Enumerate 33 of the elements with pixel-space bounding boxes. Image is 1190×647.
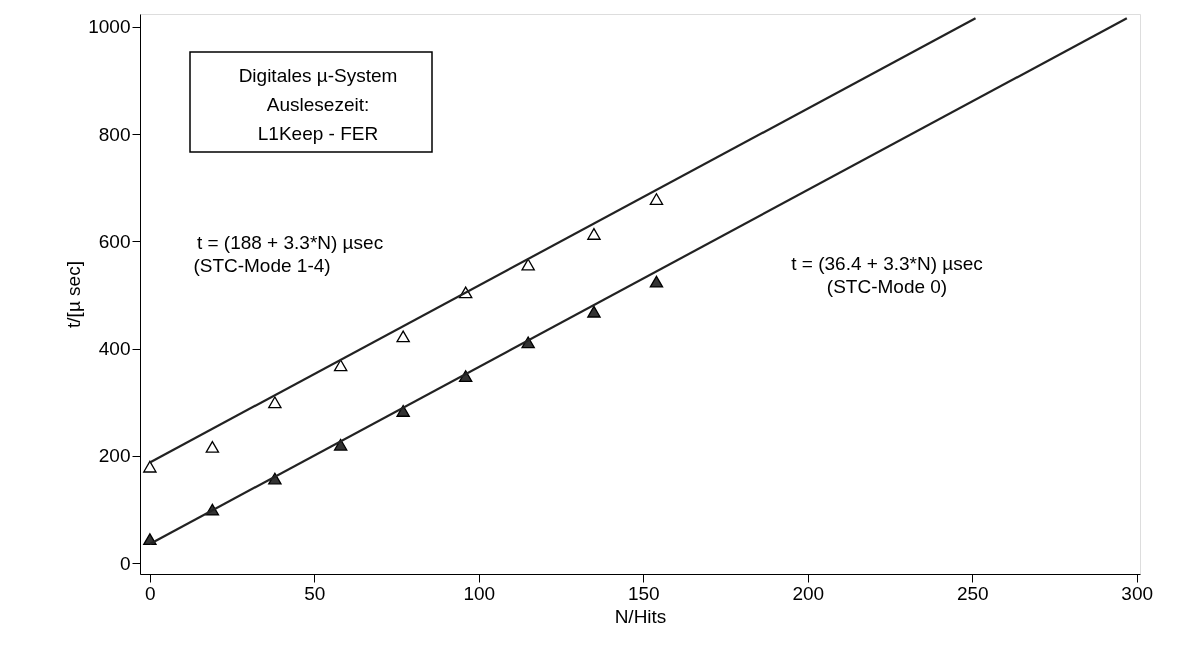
annotation: t = (188 + 3.3*N) µsec <box>196 232 384 253</box>
point <box>268 396 282 409</box>
y-tick-label: 200 <box>98 445 131 467</box>
point <box>396 404 410 417</box>
y-tick-label: 400 <box>98 338 131 360</box>
point <box>396 330 410 343</box>
point <box>649 275 664 288</box>
y-tick-label: 1000 <box>88 16 131 38</box>
x-tick-label: 0 <box>145 582 156 604</box>
point <box>333 359 348 372</box>
annotation: Auslesezeit: <box>266 94 370 115</box>
y-tick-label: 800 <box>98 123 131 145</box>
x-tick-label: 200 <box>792 582 825 604</box>
annotation: t = (36.4 + 3.3*N) µsec <box>791 253 983 274</box>
point <box>143 460 157 473</box>
point <box>205 440 220 453</box>
y-tick-label: 0 <box>119 552 131 574</box>
x-tick-label: 100 <box>463 582 496 604</box>
annotation: L1Keep - FER <box>257 123 379 144</box>
annotation: (STC-Mode 1-4) <box>193 255 331 276</box>
point <box>649 193 664 206</box>
x-tick-label: 150 <box>627 582 660 604</box>
x-tick-label: 250 <box>956 582 989 604</box>
point <box>521 258 535 271</box>
x-axis-title: N/Hits <box>614 605 667 627</box>
x-tick-label: 50 <box>304 582 326 604</box>
point <box>587 227 601 240</box>
annotation: (STC-Mode 0) <box>826 276 948 297</box>
annotation: Digitales µ-System <box>238 65 398 86</box>
y-axis-title: t/[µ sec] <box>63 261 85 328</box>
point <box>587 305 601 318</box>
x-tick-label: 300 <box>1121 582 1154 604</box>
y-tick-label: 600 <box>98 230 131 252</box>
